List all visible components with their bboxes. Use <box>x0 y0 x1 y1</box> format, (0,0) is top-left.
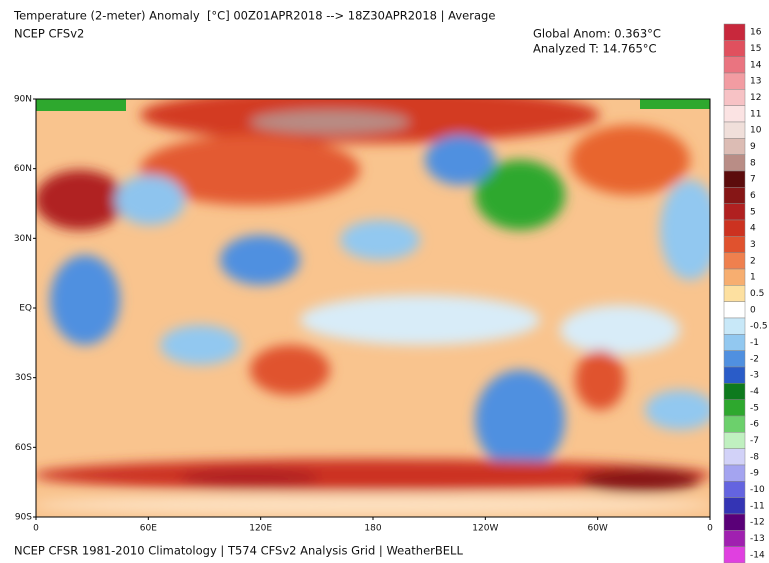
anomaly-blobs <box>36 99 710 515</box>
colorbar-box <box>723 448 746 466</box>
colorbar-box <box>723 415 746 433</box>
colorbar-label: -7 <box>750 436 759 446</box>
colorbar-label: -14 <box>750 550 765 560</box>
colorbar-box <box>723 40 746 57</box>
global-anom: Global Anom: 0.363°C <box>533 27 661 41</box>
colorbar-box <box>723 56 746 74</box>
colorbar-label: 0 <box>750 305 756 315</box>
colorbar-label: -13 <box>750 534 765 544</box>
lon-label: 120W <box>472 524 498 534</box>
colorbar-box <box>723 317 746 335</box>
colorbar-box <box>723 236 746 253</box>
lon-label: 60W <box>587 524 607 534</box>
colorbar-box <box>723 546 746 563</box>
colorbar-box <box>723 432 746 449</box>
colorbar-label: -4 <box>750 387 759 397</box>
colorbar-label: 11 <box>750 109 761 119</box>
colorbar-label: -0.5 <box>750 322 768 332</box>
colorbar-label: 16 <box>750 28 762 38</box>
colorbar-label: 12 <box>750 93 761 103</box>
lon-label: 180 <box>364 524 381 534</box>
colorbar-box <box>723 154 746 172</box>
colorbar-label: 3 <box>750 240 756 250</box>
colorbar-box <box>723 187 746 204</box>
colorbar-label: -1 <box>750 338 759 348</box>
lat-label: 30N <box>14 234 32 244</box>
anomaly-field <box>36 99 710 517</box>
colorbar-label: 14 <box>750 60 762 70</box>
footer: NCEP CFSR 1981-2010 Climatology | T574 C… <box>14 544 463 558</box>
colorbar-label: 13 <box>750 77 761 87</box>
lat-label: 90S <box>15 513 32 523</box>
title: Temperature (2-meter) Anomaly [°C] 00Z01… <box>13 9 495 23</box>
colorbar-box <box>723 121 746 139</box>
colorbar-box <box>723 89 746 106</box>
colorbar-box <box>723 23 746 41</box>
colorbar-label: -12 <box>750 518 765 528</box>
lon-label: 60E <box>140 524 157 534</box>
polar-cold-patch <box>36 99 126 111</box>
colorbar-box <box>723 366 746 384</box>
colorbar-box <box>723 464 746 482</box>
lon-label: 0 <box>707 524 713 534</box>
lon-label: 0 <box>33 524 39 534</box>
colorbar-box <box>723 252 746 270</box>
colorbar-box <box>723 268 746 286</box>
colorbar-box <box>723 530 746 547</box>
lat-label: 60S <box>15 443 32 453</box>
colorbar-label: 15 <box>750 44 761 54</box>
colorbar-label: 8 <box>750 158 756 168</box>
lat-label: 60N <box>14 164 32 174</box>
colorbar-box <box>723 383 746 400</box>
colorbar-label: 4 <box>750 224 756 234</box>
lat-label: 90N <box>14 95 32 105</box>
colorbar-box <box>723 399 746 417</box>
colorbar-label: -5 <box>750 403 759 413</box>
colorbar-label: -11 <box>750 501 765 511</box>
lon-label: 120E <box>249 524 272 534</box>
colorbar-box <box>723 203 746 221</box>
colorbar-label: -6 <box>750 420 759 430</box>
colorbar-label: 0.5 <box>750 289 764 299</box>
colorbar-box <box>723 334 746 351</box>
colorbar-box <box>723 170 746 188</box>
subtitle: NCEP CFSv2 <box>14 27 84 41</box>
analyzed-t: Analyzed T: 14.765°C <box>533 42 657 56</box>
colorbar-box <box>723 350 746 368</box>
colorbar-label: 7 <box>750 175 756 185</box>
colorbar-box <box>723 72 746 90</box>
colorbar-box <box>723 301 746 319</box>
colorbar-label: 2 <box>750 256 756 266</box>
colorbar-label: -8 <box>750 452 759 462</box>
colorbar-label: 1 <box>750 273 756 283</box>
colorbar-label: 9 <box>750 142 756 152</box>
colorbar-box <box>723 219 746 237</box>
colorbar-label: 6 <box>750 191 756 201</box>
colorbar-box <box>723 497 746 515</box>
colorbar-label: 10 <box>750 126 762 136</box>
colorbar-box <box>723 513 746 531</box>
colorbar-label: 5 <box>750 207 756 217</box>
colorbar-box <box>723 138 746 155</box>
lat-label: EQ <box>19 304 32 314</box>
colorbar-box <box>723 481 746 498</box>
colorbar-box <box>723 105 746 123</box>
colorbar-label: -10 <box>750 485 765 495</box>
colorbar-label: -9 <box>750 469 759 479</box>
polar-cold-patch <box>640 99 710 109</box>
lat-label: 30S <box>15 373 32 383</box>
colorbar-label: -3 <box>750 371 759 381</box>
colorbar-box <box>723 285 746 302</box>
colorbar-label: -2 <box>750 354 759 364</box>
